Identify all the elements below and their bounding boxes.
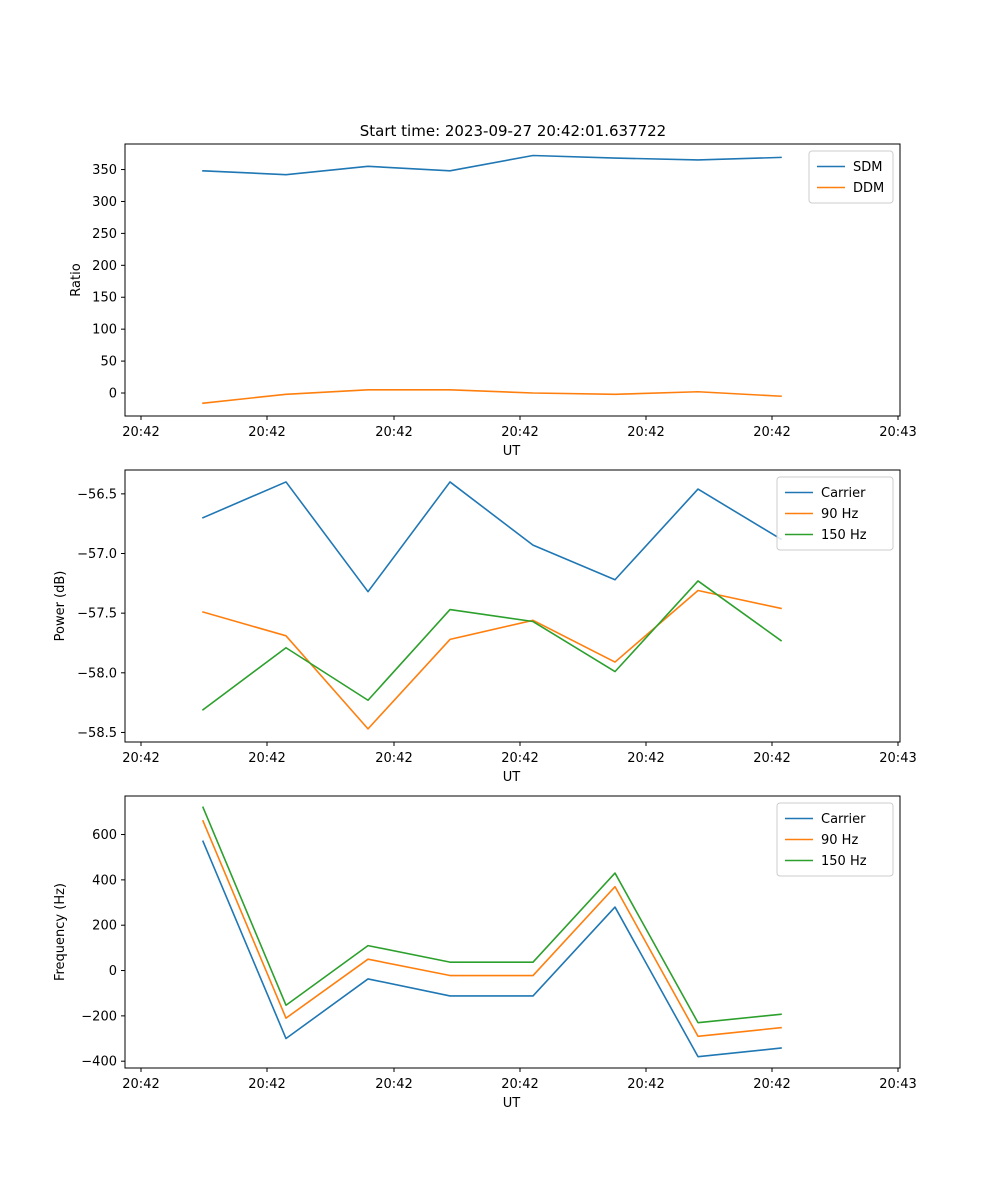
series-line-150-hz xyxy=(201,580,783,711)
plots: 20:42 20:42 20:42 20:42 20:42 20:42 20:43 0 50 10… xyxy=(53,143,917,1111)
y-tick-label: 200 xyxy=(92,919,117,934)
axes-frame xyxy=(124,469,901,743)
subplot-3: 20:42 20:42 20:42 20:42 20:42 20:42 20:43 −400 −… xyxy=(53,795,917,1111)
series-line-carrier xyxy=(201,481,783,593)
legend-label: 150 Hz xyxy=(821,854,867,869)
x-tick-label: 20:42 xyxy=(753,425,790,440)
legend: Carrier 90 Hz 150 Hz xyxy=(776,476,894,551)
legend-label: SDM xyxy=(853,160,882,175)
y-tick-label: 250 xyxy=(92,227,117,242)
y-tick-label: 100 xyxy=(92,323,117,338)
y-tick-label: 400 xyxy=(92,873,117,888)
y-axis-label: Ratio xyxy=(69,263,84,296)
x-axis-label: UT xyxy=(503,770,521,785)
y-tick-label: −200 xyxy=(81,1009,117,1024)
legend-label: Carrier xyxy=(821,812,866,827)
y-tick-label: 600 xyxy=(92,828,117,843)
legend-box xyxy=(808,150,894,204)
y-tick-label: −58.0 xyxy=(77,666,117,681)
x-tick-label: 20:43 xyxy=(879,751,916,766)
legend-box xyxy=(776,476,894,551)
x-tick-label: 20:43 xyxy=(879,1077,916,1092)
x-tick-label: 20:42 xyxy=(375,425,412,440)
y-tick-label: 50 xyxy=(100,355,117,370)
x-tick-label: 20:42 xyxy=(627,425,664,440)
y-tick-label: 0 xyxy=(109,387,117,402)
x-tick-label: 20:42 xyxy=(753,751,790,766)
y-tick-label: 300 xyxy=(92,195,117,210)
x-tick-label: 20:42 xyxy=(501,751,538,766)
x-tick-label: 20:42 xyxy=(375,751,412,766)
legend-label: 90 Hz xyxy=(821,833,858,848)
x-tick-label: 20:42 xyxy=(122,425,159,440)
x-tick-label: 20:42 xyxy=(248,425,285,440)
series-line-carrier xyxy=(201,840,782,1058)
y-tick-label: −58.5 xyxy=(77,726,117,741)
legend-label: 150 Hz xyxy=(821,528,867,543)
x-tick-label: 20:43 xyxy=(879,425,916,440)
y-tick-label: −57.5 xyxy=(77,607,117,622)
x-tick-label: 20:42 xyxy=(627,1077,664,1092)
x-tick-label: 20:42 xyxy=(501,1077,538,1092)
y-tick-label: −56.5 xyxy=(77,487,117,502)
legend-label: DDM xyxy=(853,181,884,196)
x-tick-label: 20:42 xyxy=(753,1077,790,1092)
y-axis-label: Frequency (Hz) xyxy=(53,883,68,981)
x-tick-label: 20:42 xyxy=(501,425,538,440)
x-tick-label: 20:42 xyxy=(122,751,159,766)
series-line-90-hz xyxy=(201,819,782,1038)
legend-label: 90 Hz xyxy=(821,507,858,522)
x-tick-label: 20:42 xyxy=(375,1077,412,1092)
legend-label: Carrier xyxy=(821,486,866,501)
axes-frame xyxy=(124,795,901,1069)
figure-title: Start time: 2023-09-27 20:42:01.637722 xyxy=(360,122,666,140)
y-tick-label: −400 xyxy=(81,1055,117,1070)
y-tick-label: −57.0 xyxy=(77,547,117,562)
axes-frame xyxy=(124,143,901,417)
x-axis-label: UT xyxy=(503,444,521,459)
series-line-ddm xyxy=(202,389,782,405)
x-tick-label: 20:42 xyxy=(248,1077,285,1092)
y-tick-label: 150 xyxy=(92,291,117,306)
y-tick-label: 0 xyxy=(109,964,117,979)
series-line-150-hz xyxy=(201,806,782,1024)
subplot-1: 20:42 20:42 20:42 20:42 20:42 20:42 20:43 0 50 10… xyxy=(69,143,917,459)
legend: Carrier 90 Hz 150 Hz xyxy=(776,802,894,877)
x-tick-label: 20:42 xyxy=(627,751,664,766)
y-tick-label: 200 xyxy=(92,259,117,274)
series-line-sdm xyxy=(202,154,782,176)
legend-box xyxy=(776,802,894,877)
subplot-2: 20:42 20:42 20:42 20:42 20:42 20:42 20:43 −58.5… xyxy=(53,469,917,785)
y-tick-label: 350 xyxy=(92,163,117,178)
legend: SDM DDM xyxy=(808,150,894,204)
x-axis-label: UT xyxy=(503,1096,521,1111)
x-tick-label: 20:42 xyxy=(122,1077,159,1092)
x-tick-label: 20:42 xyxy=(248,751,285,766)
y-axis-label: Power (dB) xyxy=(53,571,68,642)
series-line-90-hz xyxy=(202,589,782,730)
